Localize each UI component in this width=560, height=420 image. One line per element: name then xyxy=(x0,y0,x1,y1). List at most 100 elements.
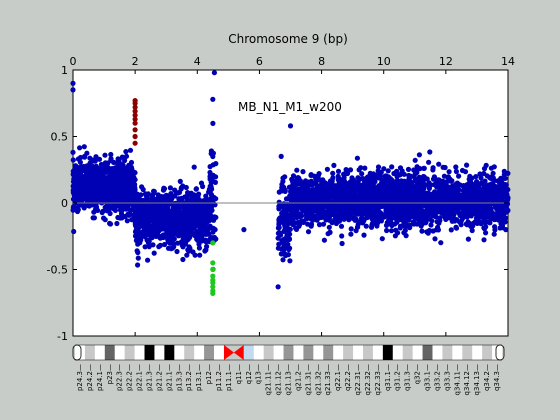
data-point xyxy=(142,217,148,224)
data-point xyxy=(174,248,180,255)
data-point xyxy=(291,181,298,187)
data-point xyxy=(167,240,173,246)
data-point xyxy=(72,174,78,180)
data-point xyxy=(488,175,494,181)
data-point xyxy=(202,214,208,220)
band-label: p13.3— xyxy=(175,364,183,391)
ideogram-band xyxy=(422,345,433,360)
data-point xyxy=(480,189,486,195)
data-point xyxy=(290,221,296,228)
data-point xyxy=(348,231,354,237)
data-point xyxy=(394,172,400,178)
outlier-point xyxy=(211,70,217,76)
data-point xyxy=(425,230,431,236)
data-point xyxy=(75,156,81,162)
data-point xyxy=(184,230,190,236)
data-point xyxy=(79,181,85,187)
data-point xyxy=(107,184,113,191)
data-point xyxy=(384,227,390,234)
data-point xyxy=(120,162,126,168)
data-point xyxy=(177,178,183,184)
data-point xyxy=(442,214,448,220)
data-point xyxy=(320,221,327,227)
data-point xyxy=(97,166,103,172)
data-point xyxy=(393,227,399,233)
band-label: q13— xyxy=(255,364,263,384)
data-point xyxy=(129,188,136,194)
data-point xyxy=(352,180,358,186)
data-point xyxy=(425,216,431,222)
data-point xyxy=(416,220,422,226)
data-point xyxy=(180,244,186,250)
band-label: p11.1— xyxy=(225,364,233,391)
data-point xyxy=(424,196,430,202)
data-point xyxy=(483,224,489,230)
data-point xyxy=(434,219,440,225)
data-point xyxy=(448,227,454,233)
data-point xyxy=(175,240,181,246)
data-point xyxy=(135,205,141,211)
data-point xyxy=(290,173,297,179)
data-point xyxy=(332,210,338,216)
data-point xyxy=(287,258,293,264)
data-point xyxy=(354,155,360,161)
data-point xyxy=(87,190,94,196)
data-point xyxy=(467,173,473,179)
data-point xyxy=(346,208,353,214)
ideogram-band xyxy=(402,345,413,360)
band-label: q34.3— xyxy=(493,364,501,391)
data-point xyxy=(392,233,398,239)
data-point xyxy=(281,184,287,190)
data-point xyxy=(320,178,326,184)
band-label: q22.1— xyxy=(334,364,342,391)
chart-title: Chromosome 9 (bp) xyxy=(228,32,348,46)
data-point xyxy=(107,210,113,217)
data-point xyxy=(122,157,128,164)
data-point xyxy=(372,207,378,214)
ideogram-band xyxy=(164,345,175,360)
data-point xyxy=(306,199,312,205)
data-point xyxy=(158,221,164,227)
data-point xyxy=(332,183,338,189)
data-point xyxy=(194,195,200,202)
loss-point xyxy=(210,290,216,296)
chromosome-ideogram xyxy=(72,344,505,361)
data-point xyxy=(449,178,455,184)
data-point xyxy=(195,215,201,221)
data-point xyxy=(127,147,134,153)
data-point xyxy=(321,237,327,243)
data-point xyxy=(502,219,508,225)
data-point xyxy=(93,172,99,178)
data-point xyxy=(503,227,509,233)
x-tick-label: 2 xyxy=(132,55,139,68)
band-label: q34.13— xyxy=(473,364,481,395)
data-point xyxy=(70,149,76,155)
data-point xyxy=(398,208,404,214)
data-point xyxy=(208,151,214,157)
data-point xyxy=(355,224,361,230)
data-point xyxy=(71,228,77,235)
outlier-point xyxy=(210,96,216,102)
data-point xyxy=(199,227,205,233)
data-point xyxy=(80,188,86,194)
data-point xyxy=(481,216,487,222)
data-point xyxy=(73,165,79,171)
data-point xyxy=(407,207,413,213)
x-tick-label: 4 xyxy=(194,55,201,68)
data-point xyxy=(279,216,285,222)
data-point xyxy=(147,205,153,211)
data-point xyxy=(135,262,141,268)
data-point xyxy=(282,236,288,243)
data-point xyxy=(452,183,458,189)
data-point xyxy=(92,158,98,164)
data-point xyxy=(487,220,493,226)
data-point xyxy=(300,169,306,175)
data-point xyxy=(142,244,148,250)
data-point xyxy=(292,208,298,214)
band-label: p21.1— xyxy=(165,364,173,391)
data-point xyxy=(468,189,474,195)
data-point xyxy=(81,165,87,171)
data-point xyxy=(331,162,337,168)
band-label: q21.2— xyxy=(294,364,302,391)
data-point xyxy=(387,176,394,182)
